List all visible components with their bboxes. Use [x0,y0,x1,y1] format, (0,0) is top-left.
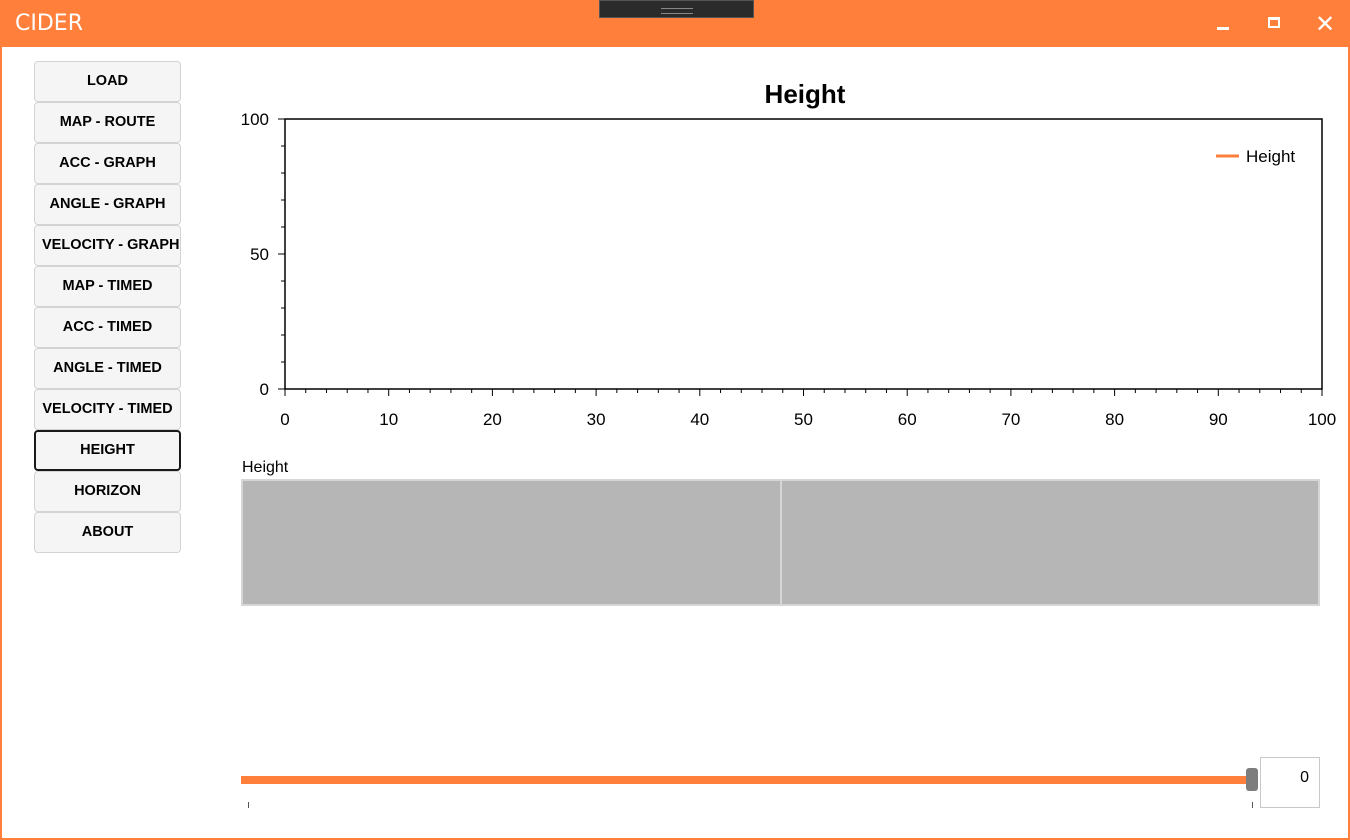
height-strip [241,479,1320,606]
close-button[interactable]: ✕ [1313,12,1337,36]
slider-value-box[interactable]: 0 [1260,757,1320,808]
sidebar-item-velocity-graph[interactable]: VELOCITY - GRAPH [34,225,181,266]
y-tick-label: 50 [250,245,269,264]
x-tick-label: 70 [1001,410,1020,429]
time-slider[interactable] [241,764,1261,808]
sidebar-item-height[interactable]: HEIGHT [34,430,181,471]
chart-plot: 0 10 20 30 40 50 60 70 80 90 100 0 50 100 Height [241,110,1337,429]
height-chart: Height 0 10 20 30 40 50 60 70 80 90 100 0 50 100 Heigh… [222,70,1342,440]
sidebar-nav: LOAD MAP - ROUTE ACC - GRAPH ANGLE - GRA… [34,61,181,553]
grip-icon [661,8,693,14]
sidebar-item-load[interactable]: LOAD [34,61,181,102]
sidebar-item-horizon[interactable]: HORIZON [34,471,181,512]
minimize-icon [1217,27,1229,30]
app-title: CIDER [15,11,83,36]
sidebar-item-about[interactable]: ABOUT [34,512,181,553]
minimize-button[interactable] [1211,12,1235,36]
drag-handle[interactable] [599,0,754,18]
sidebar-item-map-timed[interactable]: MAP - TIMED [34,266,181,307]
maximize-icon [1268,17,1280,28]
slider-thumb[interactable] [1246,768,1258,791]
close-icon: ✕ [1314,10,1336,38]
maximize-button[interactable] [1262,12,1286,36]
sidebar-item-acc-graph[interactable]: ACC - GRAPH [34,143,181,184]
x-tick-label: 10 [379,410,398,429]
plot-frame [284,118,1323,390]
strip-divider [780,481,782,604]
x-tick-label: 50 [794,410,813,429]
strip-label: Height [242,459,289,476]
slider-tick-end [1252,802,1253,808]
slider-tick-start [248,802,249,808]
x-tick-label: 40 [690,410,709,429]
title-bar[interactable]: CIDER ✕ [2,0,1350,47]
chart-title: Height [764,79,846,109]
x-tick-label: 30 [587,410,606,429]
sidebar-item-velocity-timed[interactable]: VELOCITY - TIMED [34,389,181,430]
y-tick-label: 100 [241,110,269,129]
x-tick-label: 100 [1308,410,1336,429]
y-tick-label: 0 [260,380,269,399]
sidebar-item-acc-timed[interactable]: ACC - TIMED [34,307,181,348]
sidebar-item-angle-graph[interactable]: ANGLE - GRAPH [34,184,181,225]
x-tick-label: 20 [483,410,502,429]
sidebar-item-angle-timed[interactable]: ANGLE - TIMED [34,348,181,389]
sidebar-item-map-route[interactable]: MAP - ROUTE [34,102,181,143]
x-tick-label: 90 [1209,410,1228,429]
legend-label: Height [1246,147,1295,166]
x-tick-label: 80 [1105,410,1124,429]
slider-track[interactable] [241,776,1247,784]
x-tick-label: 60 [898,410,917,429]
x-tick-label: 0 [280,410,289,429]
